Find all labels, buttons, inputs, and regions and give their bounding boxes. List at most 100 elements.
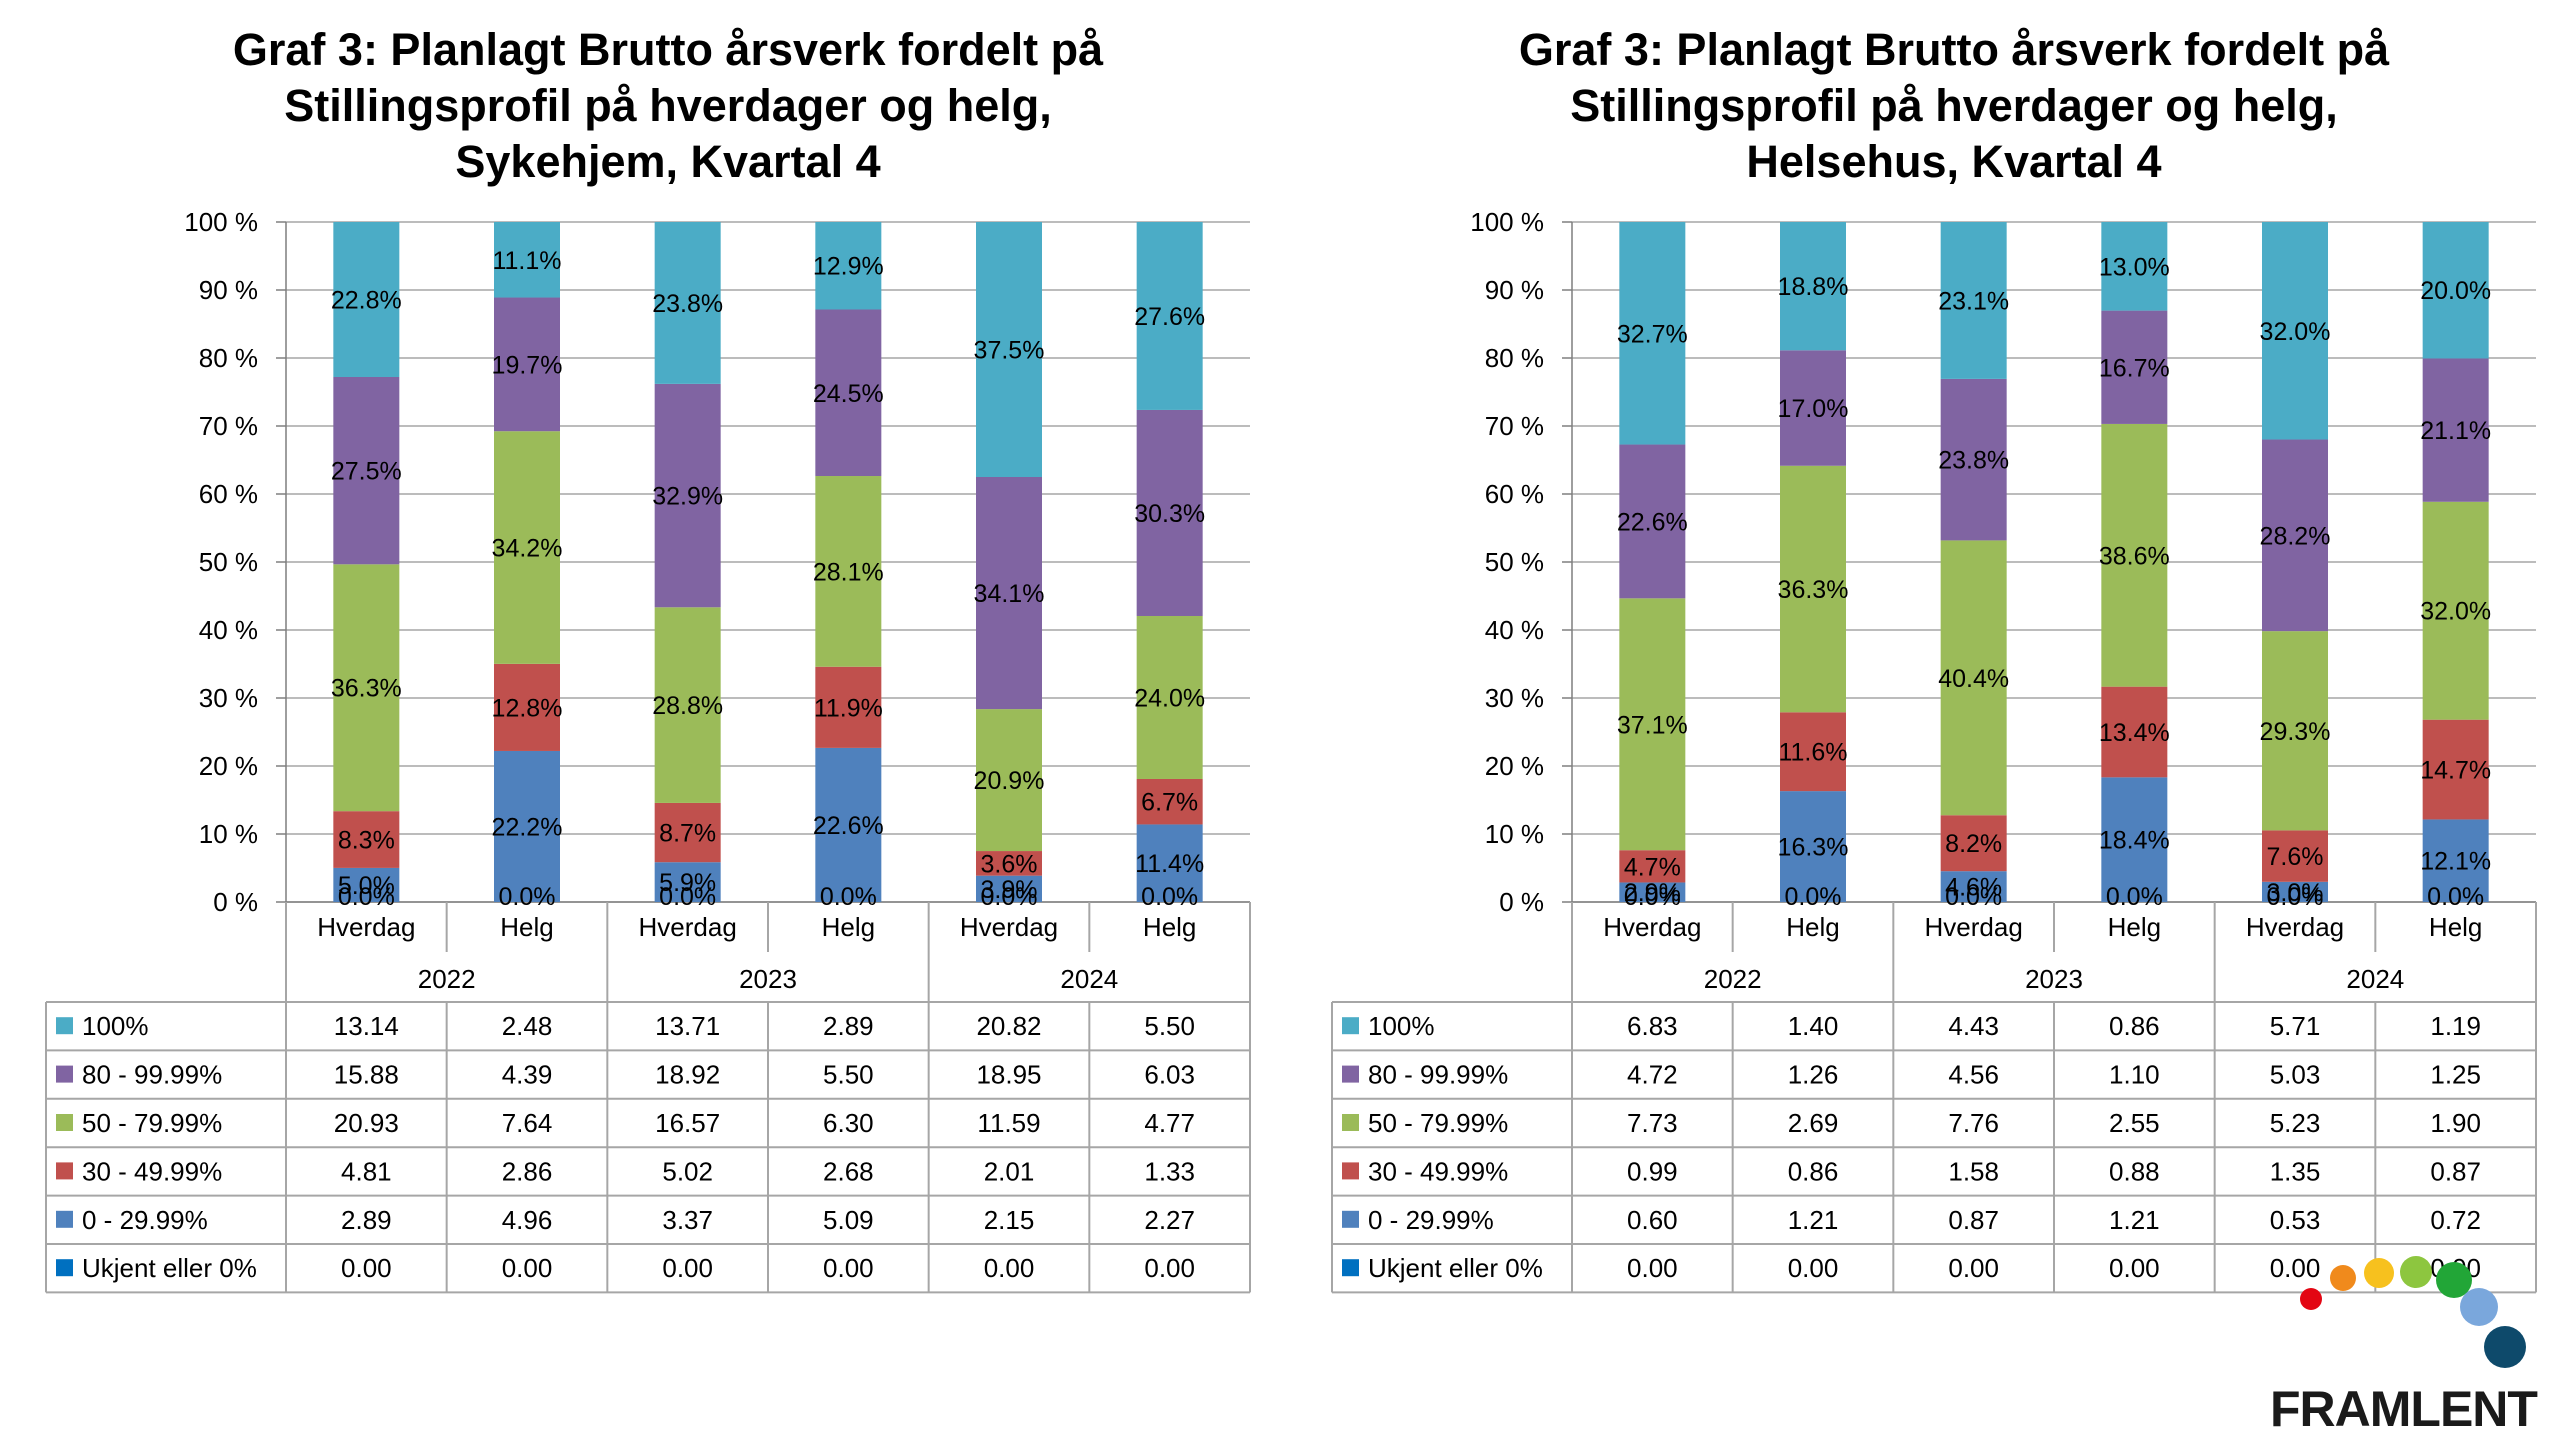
- logo-dot-darkblue: [2484, 1326, 2526, 1368]
- bar-segment: [1136, 778, 1203, 825]
- legend-label: 0 - 29.99%: [1368, 1205, 1494, 1235]
- y-tick-label: 0 %: [213, 887, 258, 917]
- table-cell: 0.86: [2109, 1011, 2160, 1041]
- data-label: 0.0%: [659, 883, 716, 911]
- data-label: 4.7%: [1624, 853, 1681, 881]
- bar-segment: [1940, 378, 2007, 541]
- bar-segment: [1136, 222, 1203, 410]
- table-cell: 0.00: [1788, 1253, 1839, 1283]
- table-cell: 0.53: [2270, 1205, 2321, 1235]
- data-label: 8.2%: [1945, 830, 2002, 858]
- data-label: 22.2%: [492, 813, 563, 841]
- data-label: 14.7%: [2420, 757, 2491, 785]
- bar-segment: [976, 851, 1042, 876]
- data-label: 21.1%: [2420, 417, 2491, 445]
- bar-segment: [1940, 222, 2007, 379]
- data-label: 34.1%: [974, 580, 1045, 608]
- table-cell: 1.90: [2430, 1108, 2481, 1138]
- data-label: 8.3%: [338, 827, 395, 855]
- bar-segment: [2422, 222, 2489, 359]
- chart-title: Graf 3: Planlagt Brutto årsverk fordelt …: [38, 22, 1298, 190]
- year-label: 2023: [739, 964, 797, 994]
- bar-segment: [815, 309, 882, 477]
- table-cell: 1.58: [1948, 1156, 1999, 1186]
- year-label: 2023: [2025, 964, 2083, 994]
- chart-title-line-3: Helsehus, Kvartal 4: [1746, 136, 2162, 187]
- bar-segment: [2262, 222, 2328, 440]
- legend-swatch: [56, 1259, 73, 1277]
- legend-label: Ukjent eller 0%: [82, 1253, 257, 1283]
- data-label: 29.3%: [2260, 718, 2331, 746]
- bar-segment: [2101, 222, 2168, 311]
- table-cell: 0.00: [1144, 1253, 1195, 1283]
- data-label: 0.0%: [981, 883, 1038, 911]
- table-cell: 4.56: [1948, 1060, 1999, 1090]
- table-cell: 4.72: [1627, 1060, 1678, 1090]
- legend-swatch: [1342, 1259, 1359, 1277]
- table-cell: 16.57: [655, 1108, 720, 1138]
- data-label: 11.9%: [814, 694, 883, 722]
- data-label: 6.7%: [1141, 789, 1198, 817]
- bar-segment: [2262, 881, 2328, 902]
- table-cell: 0.00: [1627, 1253, 1678, 1283]
- table-cell: 0.99: [1627, 1156, 1678, 1186]
- table-cell: 0.00: [341, 1253, 392, 1283]
- table-cell: 1.21: [1788, 1205, 1839, 1235]
- y-tick-label: 60 %: [199, 479, 258, 509]
- bar-segment: [494, 663, 560, 751]
- chart-panel-sykehjem: Graf 3: Planlagt Brutto årsverk fordelt …: [38, 0, 1298, 1320]
- x-tick-label: Hverdag: [639, 912, 737, 942]
- bar-segment: [2101, 423, 2168, 687]
- x-tick-label: Helg: [822, 912, 875, 942]
- table-cell: 5.23: [2270, 1108, 2321, 1138]
- data-label: 0.0%: [2427, 883, 2484, 911]
- x-tick-label: Helg: [2108, 912, 2161, 942]
- bar-segment: [333, 222, 400, 377]
- chart-title: Graf 3: Planlagt Brutto årsverk fordelt …: [1324, 22, 2560, 190]
- legend-swatch: [56, 1210, 73, 1228]
- table-cell: 7.73: [1627, 1108, 1678, 1138]
- x-tick-label: Helg: [500, 912, 553, 942]
- y-tick-label: 60 %: [1485, 479, 1544, 509]
- stacked-bar-chart-sykehjem: 0 % 10 % 20 % 30 % 40 % 50 % 60 % 70 % 80 % 90 % 1…: [45, 207, 1251, 1294]
- stacked-bar-chart-helsehus: 0 % 10 % 20 % 30 % 40 % 50 % 60 % 70 % 80 % 90 % 1…: [1331, 207, 2537, 1294]
- table-cell: 0.00: [502, 1253, 553, 1283]
- legend-label: 100%: [1368, 1011, 1435, 1041]
- legend-swatch: [56, 1162, 73, 1180]
- table-cell: 0.88: [2109, 1156, 2160, 1186]
- data-label: 28.1%: [813, 558, 884, 586]
- bar-segment: [2422, 819, 2489, 902]
- legend-label: 30 - 49.99%: [1368, 1156, 1508, 1186]
- bar-segment: [1136, 824, 1203, 902]
- data-label: 37.1%: [1617, 711, 1688, 739]
- legend-label: 30 - 49.99%: [82, 1156, 222, 1186]
- year-label: 2024: [2346, 964, 2404, 994]
- data-label: 18.8%: [1778, 273, 1849, 301]
- data-label: 12.9%: [813, 253, 884, 281]
- y-tick-label: 90 %: [1485, 275, 1544, 305]
- legend-label: 50 - 79.99%: [82, 1108, 222, 1138]
- data-label: 11.6%: [1778, 739, 1847, 767]
- data-label: 28.8%: [652, 692, 723, 720]
- table-cell: 6.30: [823, 1108, 874, 1138]
- legend-swatch: [56, 1065, 73, 1083]
- table-cell: 7.76: [1948, 1108, 1999, 1138]
- framlent-logo: FRAMLENT: [2270, 1240, 2550, 1440]
- legend-swatch: [1342, 1114, 1359, 1131]
- table-cell: 1.10: [2109, 1060, 2160, 1090]
- bar-segment: [494, 750, 560, 902]
- bar-segment: [333, 376, 400, 565]
- table-cell: 20.82: [976, 1011, 1041, 1041]
- table-cell: 0.87: [1948, 1205, 1999, 1235]
- table-cell: 0.86: [1788, 1156, 1839, 1186]
- legend-label: 80 - 99.99%: [82, 1060, 222, 1090]
- data-label: 22.8%: [331, 286, 402, 314]
- data-label: 24.0%: [1134, 684, 1205, 712]
- logo-dot-lightblue: [2460, 1288, 2498, 1326]
- data-label: 0.0%: [338, 883, 395, 911]
- logo-dot-yellow: [2364, 1258, 2394, 1288]
- legend-swatch: [1342, 1065, 1359, 1083]
- bar-segment: [1619, 444, 1686, 599]
- bar-segment: [2422, 719, 2489, 820]
- y-tick-label: 80 %: [199, 343, 258, 373]
